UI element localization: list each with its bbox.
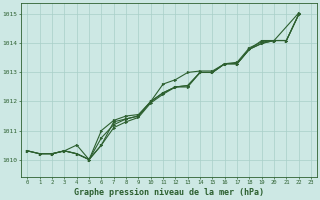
X-axis label: Graphe pression niveau de la mer (hPa): Graphe pression niveau de la mer (hPa) <box>74 188 264 197</box>
